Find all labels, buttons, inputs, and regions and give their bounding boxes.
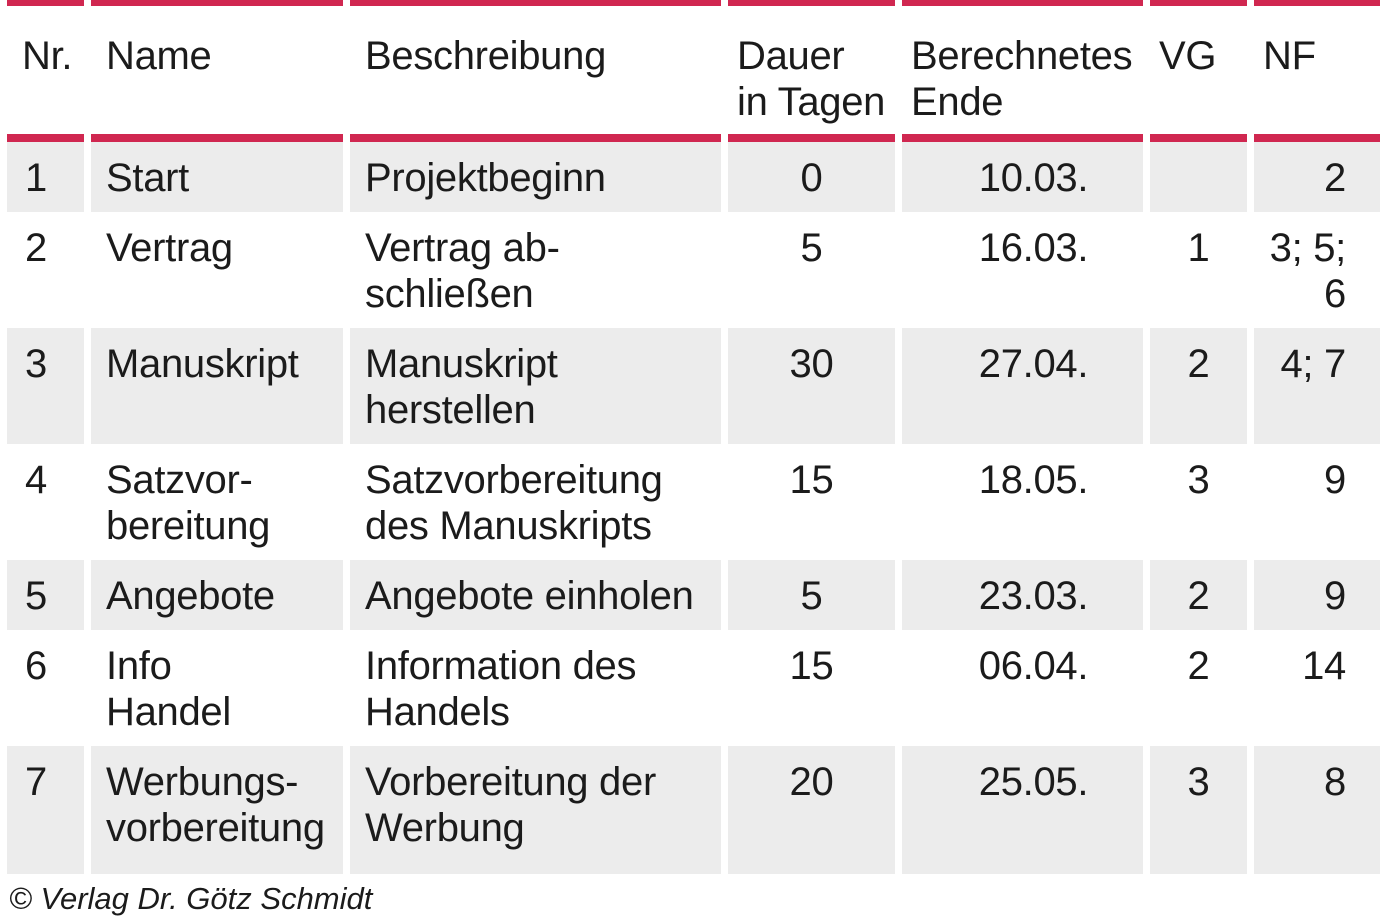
cell-beschreibung: Manuskript herstellen [350, 328, 721, 444]
cell-nf: 9 [1254, 444, 1380, 560]
cell-dauer: 5 [728, 212, 895, 328]
cell-ende: 25.05. [902, 746, 1143, 874]
table-row: 6 Info Handel Information des Handels 15 06.… [7, 630, 1380, 746]
cell-nr: 7 [7, 746, 84, 874]
cell-ende: 10.03. [902, 142, 1143, 212]
cell-nf: 14 [1254, 630, 1380, 746]
cell-vg: 2 [1150, 560, 1247, 630]
cell-beschreibung: Vertrag ab- schließen [350, 212, 721, 328]
cell-ende: 06.04. [902, 630, 1143, 746]
cell-vg: 2 [1150, 328, 1247, 444]
table-body: 1 Start Projektbeginn 0 10.03. 2 2 Vertrag Vertr… [7, 142, 1380, 874]
cell-ende: 16.03. [902, 212, 1143, 328]
cell-dauer: 5 [728, 560, 895, 630]
table-row: 3 Manuskript Manuskript herstellen 30 27.04.… [7, 328, 1380, 444]
cell-nr: 6 [7, 630, 84, 746]
cell-nf: 2 [1254, 142, 1380, 212]
table-header: Nr. Name Beschreibung Dauer in Tagen Ber… [7, 0, 1380, 142]
cell-name: Angebote [91, 560, 343, 630]
header-row: Nr. Name Beschreibung Dauer in Tagen Ber… [7, 0, 1380, 142]
table-row: 4 Satzvor- bereitung Satzvorbereitung des … [7, 444, 1380, 560]
cell-ende: 27.04. [902, 328, 1143, 444]
table-row: 2 Vertrag Vertrag ab- schließen 5 16.03. 1 3; … [7, 212, 1380, 328]
cell-dauer: 30 [728, 328, 895, 444]
cell-beschreibung: Projektbeginn [350, 142, 721, 212]
column-header-vg: VG [1150, 0, 1247, 142]
cell-name: Vertrag [91, 212, 343, 328]
cell-nf: 4; 7 [1254, 328, 1380, 444]
cell-name: Satzvor- bereitung [91, 444, 343, 560]
cell-beschreibung: Information des Handels [350, 630, 721, 746]
cell-nr: 1 [7, 142, 84, 212]
cell-vg: 2 [1150, 630, 1247, 746]
cell-nr: 5 [7, 560, 84, 630]
project-plan-table: Nr. Name Beschreibung Dauer in Tagen Ber… [7, 0, 1380, 874]
cell-dauer: 15 [728, 630, 895, 746]
cell-dauer: 15 [728, 444, 895, 560]
cell-dauer: 20 [728, 746, 895, 874]
column-header-beschreibung: Beschreibung [350, 0, 721, 142]
cell-nr: 4 [7, 444, 84, 560]
cell-vg [1150, 142, 1247, 212]
cell-name: Werbungs- vorbereitung [91, 746, 343, 874]
cell-nf: 8 [1254, 746, 1380, 874]
cell-nr: 2 [7, 212, 84, 328]
column-header-nr: Nr. [7, 0, 84, 142]
cell-vg: 3 [1150, 444, 1247, 560]
column-header-dauer: Dauer in Tagen [728, 0, 895, 142]
cell-beschreibung: Satzvorbereitung des Manuskripts [350, 444, 721, 560]
cell-nf: 9 [1254, 560, 1380, 630]
cell-beschreibung: Angebote einholen [350, 560, 721, 630]
copyright-note: © Verlag Dr. Götz Schmidt [9, 881, 373, 916]
cell-dauer: 0 [728, 142, 895, 212]
cell-nf: 3; 5; 6 [1254, 212, 1380, 328]
cell-ende: 18.05. [902, 444, 1143, 560]
cell-name: Start [91, 142, 343, 212]
cell-name: Info Handel [91, 630, 343, 746]
column-header-nf: NF [1254, 0, 1380, 142]
column-header-berechnetes-ende: Berechnetes Ende [902, 0, 1143, 142]
table-row: 7 Werbungs- vorbereitung Vorbereitung der … [7, 746, 1380, 874]
column-header-name: Name [91, 0, 343, 142]
cell-ende: 23.03. [902, 560, 1143, 630]
table-row: 1 Start Projektbeginn 0 10.03. 2 [7, 142, 1380, 212]
table-row: 5 Angebote Angebote einholen 5 23.03. 2 9 [7, 560, 1380, 630]
cell-vg: 1 [1150, 212, 1247, 328]
cell-nr: 3 [7, 328, 84, 444]
cell-vg: 3 [1150, 746, 1247, 874]
cell-name: Manuskript [91, 328, 343, 444]
cell-beschreibung: Vorbereitung der Werbung [350, 746, 721, 874]
